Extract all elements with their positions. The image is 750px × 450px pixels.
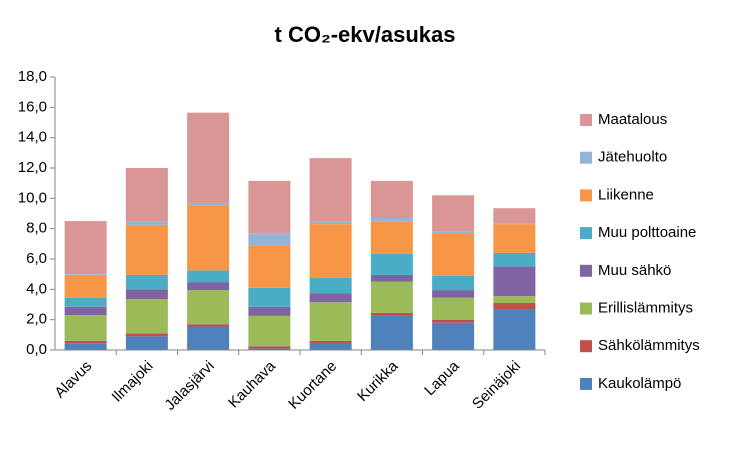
y-tick-label: 4,0 bbox=[26, 280, 47, 297]
bar-segment bbox=[64, 315, 107, 341]
y-tick-label: 0,0 bbox=[26, 341, 47, 358]
bar-segment bbox=[432, 233, 475, 276]
legend-swatch bbox=[580, 151, 592, 164]
chart-title: t CO₂-ekv/asukas bbox=[275, 22, 456, 47]
bar-segment bbox=[187, 205, 230, 271]
bar-segment bbox=[370, 221, 413, 254]
bar-segment bbox=[248, 180, 291, 234]
bar-segment bbox=[309, 293, 352, 303]
bar-segment bbox=[248, 348, 291, 350]
bar-segment bbox=[370, 315, 413, 350]
bar-segment bbox=[309, 158, 352, 222]
bar-segment bbox=[432, 297, 475, 320]
bar-segment bbox=[64, 306, 107, 316]
bar-segment bbox=[125, 221, 168, 225]
y-tick-label: 8,0 bbox=[26, 220, 47, 237]
bar-segment bbox=[64, 340, 107, 344]
bar-segment bbox=[125, 274, 168, 290]
bar-segment bbox=[248, 306, 291, 316]
bar-segment bbox=[248, 233, 291, 246]
bar-segment bbox=[248, 315, 291, 347]
bar-segment bbox=[309, 340, 352, 344]
bar-segment bbox=[493, 309, 536, 350]
bar-segment bbox=[370, 180, 413, 219]
bar-segment bbox=[309, 221, 352, 225]
bar-segment bbox=[493, 296, 536, 303]
legend-label: Jätehuolto bbox=[598, 149, 667, 166]
bar-segment bbox=[370, 312, 413, 316]
y-tick-label: 14,0 bbox=[18, 129, 47, 146]
bar-segment bbox=[187, 326, 230, 350]
bar-segment bbox=[432, 195, 475, 232]
legend-swatch bbox=[580, 189, 592, 202]
bar-segment bbox=[187, 112, 230, 203]
bar-segment bbox=[187, 324, 230, 327]
bar-segment bbox=[125, 299, 168, 334]
bar-segment bbox=[309, 277, 352, 294]
bar-segment bbox=[125, 333, 168, 337]
bar-segment bbox=[432, 319, 475, 323]
bar-segment bbox=[309, 343, 352, 350]
legend-swatch bbox=[580, 264, 592, 277]
bar-segment bbox=[493, 252, 536, 267]
bar-segment bbox=[370, 274, 413, 282]
legend-swatch bbox=[580, 302, 592, 315]
bar-segment bbox=[309, 302, 352, 341]
legend-label: Maatalous bbox=[598, 111, 667, 128]
bar-segment bbox=[64, 274, 107, 298]
bar-segment bbox=[370, 218, 413, 222]
bar-segment bbox=[432, 290, 475, 298]
y-tick-label: 12,0 bbox=[18, 159, 47, 176]
bar-segment bbox=[432, 231, 475, 234]
legend-swatch bbox=[580, 227, 592, 240]
bar-segment bbox=[248, 245, 291, 288]
legend-label: Muu polttoaine bbox=[598, 224, 696, 241]
legend-swatch bbox=[580, 114, 592, 126]
bar-segment bbox=[248, 287, 291, 307]
y-tick-label: 18,0 bbox=[18, 68, 47, 85]
legend-label: Muu sähkö bbox=[598, 262, 671, 279]
bar-segment bbox=[248, 346, 291, 349]
bar-segment bbox=[64, 297, 107, 307]
bar-segment bbox=[493, 224, 536, 253]
bar-segment bbox=[64, 221, 107, 275]
bar-segment bbox=[64, 274, 107, 275]
y-tick-label: 16,0 bbox=[18, 98, 47, 115]
bar-segment bbox=[309, 224, 352, 278]
legend-label: Erillislämmitys bbox=[598, 299, 693, 316]
legend-label: Kaukolämpö bbox=[598, 375, 681, 392]
bar-segment bbox=[125, 289, 168, 300]
y-tick-label: 10,0 bbox=[18, 189, 47, 206]
legend-swatch bbox=[580, 340, 592, 353]
bar-segment bbox=[432, 322, 475, 350]
bar-segment bbox=[64, 343, 107, 350]
bar-segment bbox=[187, 270, 230, 283]
bar-segment bbox=[125, 168, 168, 222]
bar-segment bbox=[493, 223, 536, 225]
legend-label: Liikenne bbox=[598, 186, 654, 203]
bar-segment bbox=[370, 253, 413, 275]
bar-segment bbox=[493, 208, 536, 224]
bar-segment bbox=[493, 266, 536, 297]
bar-segment bbox=[432, 275, 475, 291]
bar-segment bbox=[187, 282, 230, 291]
legend-swatch bbox=[580, 377, 592, 390]
y-tick-label: 6,0 bbox=[26, 250, 47, 267]
bar-segment bbox=[125, 224, 168, 275]
bar-segment bbox=[187, 290, 230, 325]
y-tick-label: 2,0 bbox=[26, 311, 47, 328]
bar-segment bbox=[125, 336, 168, 350]
bar-segment bbox=[370, 281, 413, 313]
bar-segment bbox=[187, 202, 230, 206]
bar-segment bbox=[493, 302, 536, 310]
legend-label: Sähkölämmitys bbox=[598, 337, 700, 354]
